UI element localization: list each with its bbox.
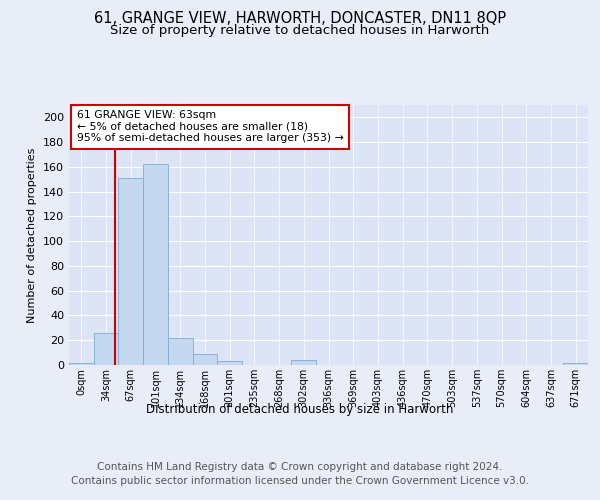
Text: Distribution of detached houses by size in Harworth: Distribution of detached houses by size … [146, 402, 454, 415]
Bar [217, 362, 242, 365]
Text: 61 GRANGE VIEW: 63sqm
← 5% of detached houses are smaller (18)
95% of semi-detac: 61 GRANGE VIEW: 63sqm ← 5% of detached h… [77, 110, 344, 144]
Bar [118, 178, 143, 365]
Text: 61, GRANGE VIEW, HARWORTH, DONCASTER, DN11 8QP: 61, GRANGE VIEW, HARWORTH, DONCASTER, DN… [94, 11, 506, 26]
Bar [193, 354, 217, 365]
Bar [143, 164, 168, 365]
Text: Size of property relative to detached houses in Harworth: Size of property relative to detached ho… [110, 24, 490, 37]
Bar [168, 338, 193, 365]
Y-axis label: Number of detached properties: Number of detached properties [28, 148, 37, 322]
Bar [292, 360, 316, 365]
Text: Contains public sector information licensed under the Crown Government Licence v: Contains public sector information licen… [71, 476, 529, 486]
Bar [563, 362, 588, 365]
Bar [69, 362, 94, 365]
Text: Contains HM Land Registry data © Crown copyright and database right 2024.: Contains HM Land Registry data © Crown c… [97, 462, 503, 472]
Bar [94, 333, 118, 365]
